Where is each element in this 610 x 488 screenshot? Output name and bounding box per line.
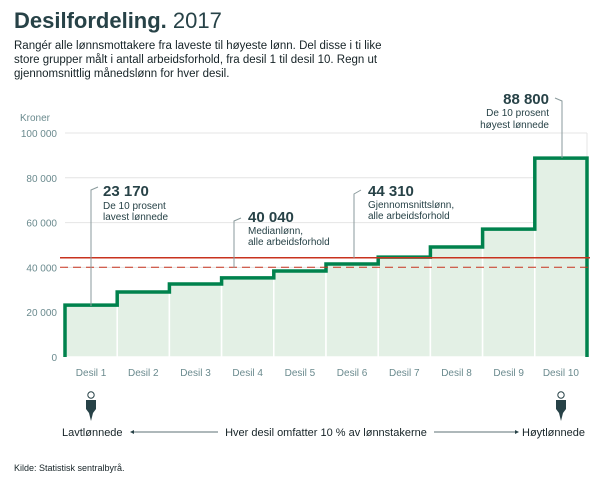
annotation-text-mean: alle arbeidsforhold <box>368 211 450 222</box>
decile-bar <box>481 228 536 358</box>
person-icon <box>86 391 96 421</box>
annotation-text-mean: Gjennomsnittslønn, <box>368 200 454 211</box>
title-year: 2017 <box>172 8 222 33</box>
decile-bar <box>168 283 223 358</box>
annotation-text-decile1: De 10 prosent <box>103 201 166 212</box>
legend-right-label: Høytlønnede <box>522 427 585 439</box>
decile-bar <box>273 270 327 358</box>
annotation-text-decile1: lavest lønnede <box>103 212 168 223</box>
decile-bar <box>377 256 432 358</box>
leader-line-median <box>233 217 242 268</box>
x-tick-label: Desil 3 <box>180 368 211 379</box>
title-bold: Desilfordeling. <box>14 8 167 33</box>
annotation-value-decile10: 88 800 <box>503 91 549 108</box>
y-tick-label: 0 <box>51 353 57 364</box>
y-tick-label: 20 000 <box>26 308 57 319</box>
x-tick-label: Desil 6 <box>337 368 368 379</box>
source-note: Kilde: Statistisk sentralbyrå. <box>14 463 125 473</box>
y-axis-label: Kroner <box>20 113 51 124</box>
decile-bar <box>116 291 171 358</box>
x-tick-label: Desil 5 <box>285 368 316 379</box>
leader-line-decile1 <box>90 186 99 306</box>
y-tick-label: 100 000 <box>21 129 58 140</box>
y-tick-label: 80 000 <box>26 174 57 185</box>
person-icon <box>556 391 566 421</box>
annotation-value-decile1: 23 170 <box>103 183 149 200</box>
x-tick-label: Desil 1 <box>76 368 107 379</box>
annotation-value-median: 40 040 <box>248 209 294 226</box>
x-tick-label: Desil 2 <box>128 368 159 379</box>
annotation-value-mean: 44 310 <box>368 183 414 200</box>
x-tick-label: Desil 10 <box>543 368 580 379</box>
annotation-text-median: Medianlønn, <box>248 226 303 237</box>
legend-middle-label: Hver desil omfatter 10 % av lønnstakerne <box>225 427 427 439</box>
annotation-text-decile10: høyest lønnede <box>480 120 549 131</box>
annotation-text-median: alle arbeidsforhold <box>248 237 330 248</box>
y-tick-label: 40 000 <box>26 263 57 274</box>
decile-bar <box>325 263 379 358</box>
leader-line-mean <box>353 189 362 258</box>
decile-bar <box>64 304 118 358</box>
x-tick-label: Desil 4 <box>232 368 263 379</box>
legend-arrow <box>130 430 519 434</box>
leader-line-decile10 <box>554 97 563 158</box>
intro-text: Rangér alle lønnsmottakere fra laveste t… <box>14 40 382 80</box>
annotation-text-decile10: De 10 prosent <box>486 108 549 119</box>
decile-bar <box>429 246 484 358</box>
legend-left-label: Lavtlønnede <box>62 427 123 439</box>
x-tick-label: Desil 7 <box>389 368 420 379</box>
y-tick-label: 60 000 <box>26 219 57 230</box>
x-tick-label: Desil 8 <box>441 368 472 379</box>
x-tick-label: Desil 9 <box>493 368 524 379</box>
chart-title: Desilfordeling. 2017 <box>14 8 222 34</box>
decile-bar <box>220 277 275 358</box>
